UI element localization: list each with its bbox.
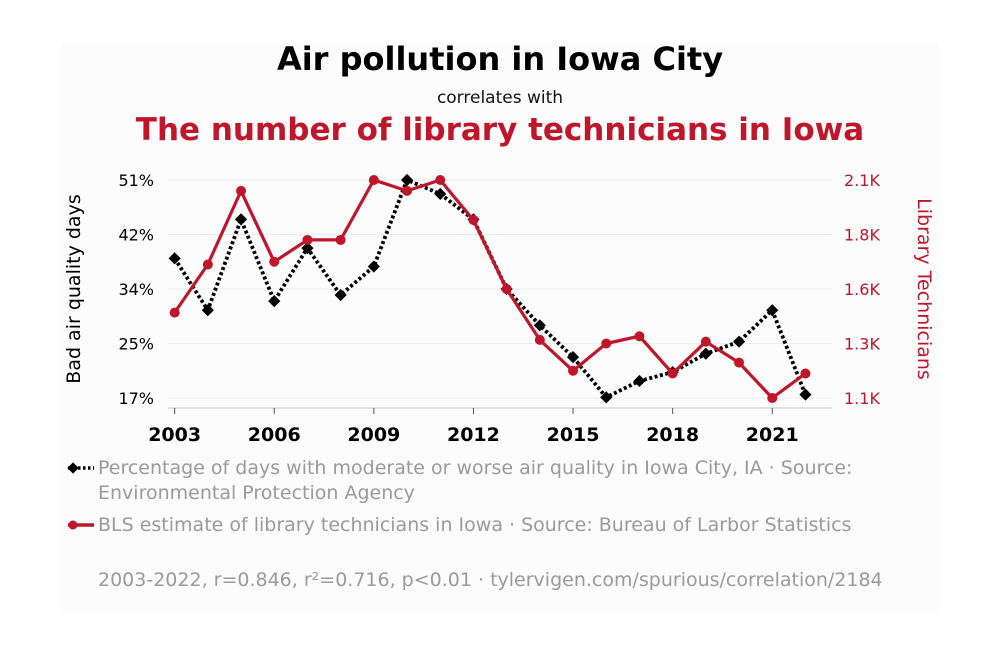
data-point-library-technicians xyxy=(767,393,778,403)
data-point-air-quality xyxy=(301,242,314,255)
data-point-air-quality xyxy=(799,388,812,401)
y-right-tick-label: 1.8K xyxy=(844,226,880,245)
data-point-library-technicians xyxy=(667,368,678,379)
chart-title-secondary: The number of library technicians in Iow… xyxy=(135,112,865,148)
data-point-library-technicians xyxy=(236,185,247,196)
data-point-air-quality xyxy=(766,304,779,317)
series-line-air-quality xyxy=(172,178,808,400)
y-right-tick-label: 1.1K xyxy=(844,389,880,408)
data-point-library-technicians xyxy=(468,214,479,225)
y-right-tick-label: 2.1K xyxy=(844,171,880,190)
data-point-library-technicians xyxy=(534,334,545,345)
x-tick-label: 2018 xyxy=(646,424,699,446)
y-right-tick-label: 1.6K xyxy=(844,280,880,299)
data-point-air-quality xyxy=(633,374,646,388)
y-axis-label-left: Bad air quality days xyxy=(63,194,85,383)
x-tick-label: 2012 xyxy=(447,424,500,446)
x-tick-label: 2015 xyxy=(547,424,600,446)
data-point-air-quality xyxy=(234,213,248,226)
x-tick-label: 2009 xyxy=(347,424,400,446)
data-point-library-technicians xyxy=(435,175,446,185)
data-point-air-quality xyxy=(168,252,181,265)
data-point-library-technicians xyxy=(734,357,745,368)
data-point-air-quality xyxy=(201,304,214,317)
data-point-library-technicians xyxy=(368,175,379,185)
data-point-air-quality xyxy=(533,319,546,332)
chart-title: Air pollution in Iowa City xyxy=(276,40,724,78)
x-tick-label: 2006 xyxy=(248,424,301,446)
data-point-air-quality xyxy=(400,173,414,187)
data-point-library-technicians xyxy=(601,338,612,349)
y-left-tick-label: 17% xyxy=(118,389,154,408)
data-point-air-quality xyxy=(699,347,712,360)
legend-text-air-quality: Percentage of days with moderate or wors… xyxy=(98,457,853,504)
chart-subtitle: correlates with xyxy=(436,88,564,108)
data-point-library-technicians xyxy=(302,234,313,245)
grid-lines xyxy=(168,179,832,399)
y-left-tick-label: 42% xyxy=(118,226,154,245)
axes: 51% 42% 34% 25% 17% 2.1K 1.8K 1.6K 1.3K 1.1K 2003 2… xyxy=(118,171,880,446)
data-point-library-technicians xyxy=(700,336,711,347)
legend-text-library-technicians: BLS estimate of library technicians in I… xyxy=(98,514,852,536)
legend-swatch-library-technicians xyxy=(68,520,94,530)
data-point-air-quality xyxy=(268,295,281,308)
footer-stats: 2003-2022, r=0.846, r²=0.716, p<0.01 · t… xyxy=(98,569,883,591)
y-axis-label-right: Library Technicians xyxy=(913,198,935,380)
legend-swatch-air-quality xyxy=(67,462,94,474)
series-layer xyxy=(168,173,812,404)
x-tick-label: 2003 xyxy=(148,424,201,446)
data-point-library-technicians xyxy=(169,307,180,318)
data-point-library-technicians xyxy=(501,284,512,294)
y-left-tick-label: 25% xyxy=(118,335,154,354)
data-point-library-technicians xyxy=(202,259,213,270)
y-right-tick-label: 1.3K xyxy=(844,335,880,354)
chart-panel xyxy=(62,42,938,612)
series-line-library-technicians xyxy=(173,178,807,400)
y-left-tick-label: 51% xyxy=(118,171,154,190)
y-left-tick-label: 34% xyxy=(118,280,154,299)
data-point-library-technicians xyxy=(335,234,346,245)
data-point-library-technicians xyxy=(568,365,579,376)
data-point-library-technicians xyxy=(269,256,280,267)
x-tick-label: 2021 xyxy=(746,424,799,446)
data-point-air-quality xyxy=(334,288,347,302)
data-point-library-technicians xyxy=(402,185,413,196)
data-point-library-technicians xyxy=(800,368,811,379)
data-point-library-technicians xyxy=(634,331,645,342)
data-point-air-quality xyxy=(434,187,447,201)
data-point-air-quality xyxy=(732,335,746,348)
data-point-air-quality xyxy=(367,260,380,273)
